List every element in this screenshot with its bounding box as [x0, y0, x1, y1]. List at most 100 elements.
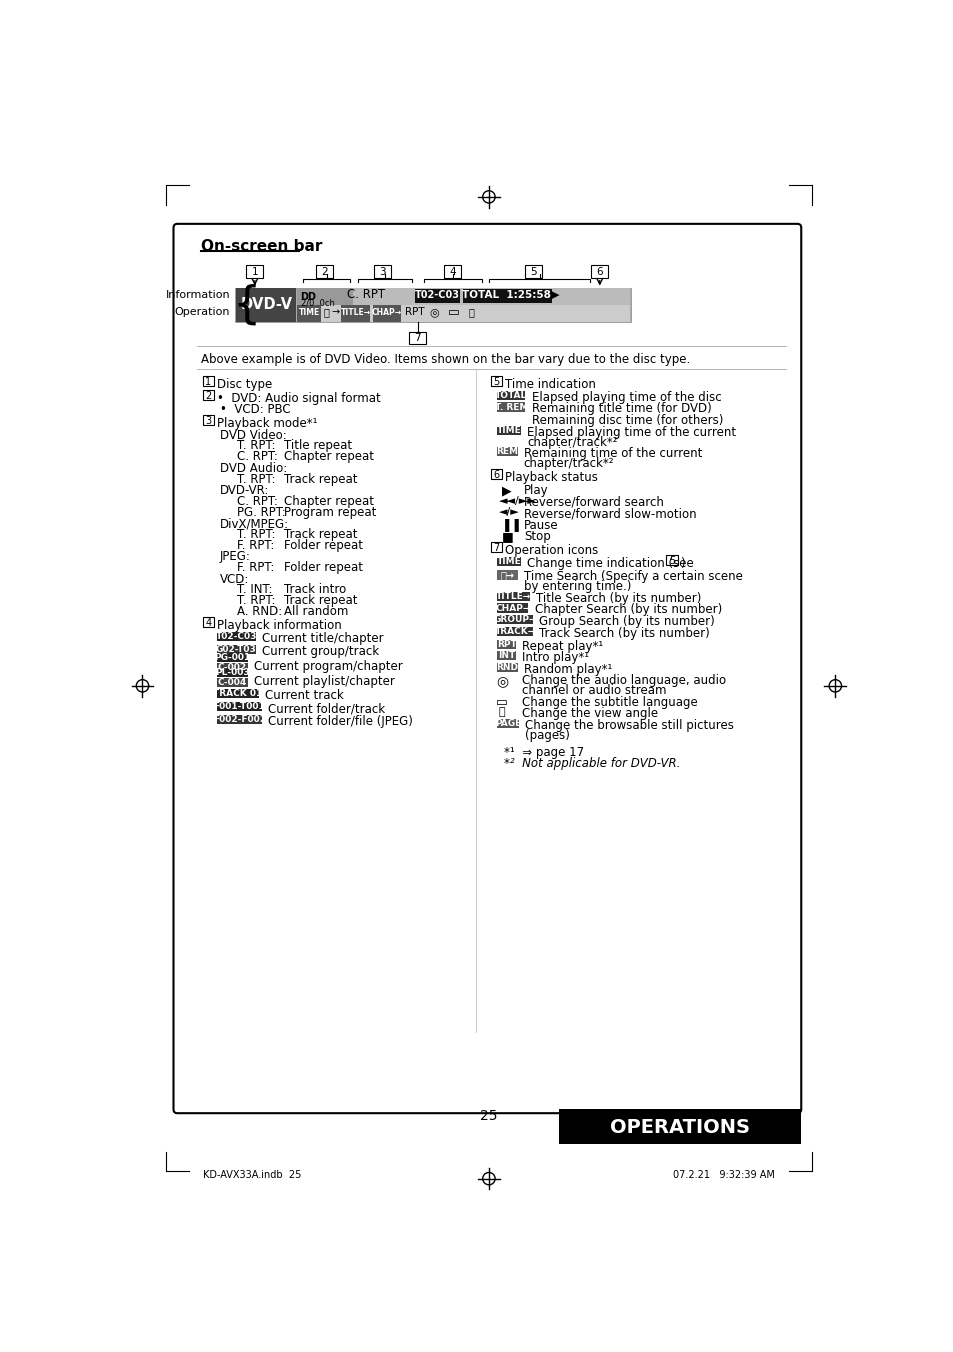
FancyBboxPatch shape: [202, 389, 214, 400]
Text: F. RPT:: F. RPT:: [236, 538, 274, 552]
Text: Change the browsable still pictures: Change the browsable still pictures: [525, 719, 734, 731]
Text: ▶: ▶: [501, 484, 511, 498]
Text: ): ): [679, 557, 684, 571]
Text: REM: REM: [496, 448, 518, 456]
Text: DVD Video:: DVD Video:: [220, 429, 287, 442]
Text: INT: INT: [497, 652, 515, 660]
Bar: [340, 304, 370, 322]
Bar: [497, 626, 533, 635]
FancyBboxPatch shape: [665, 556, 677, 565]
Text: ■: ■: [501, 530, 514, 544]
Text: Intro play*¹: Intro play*¹: [521, 652, 589, 664]
Text: PAGE: PAGE: [495, 719, 521, 729]
Text: Elapsed playing time of the current: Elapsed playing time of the current: [526, 426, 736, 438]
Text: PG-001: PG-001: [214, 653, 251, 662]
Text: Playback information: Playback information: [216, 619, 341, 631]
Bar: [216, 631, 255, 641]
Text: TRACK 01: TRACK 01: [213, 690, 262, 698]
Text: Title repeat: Title repeat: [284, 439, 352, 453]
Text: PL-003: PL-003: [214, 668, 250, 677]
Text: Playback mode*¹: Playback mode*¹: [216, 418, 317, 430]
Text: ▭: ▭: [448, 306, 459, 319]
Text: ◄/►: ◄/►: [498, 507, 519, 518]
Text: *¹  ⇒ page 17: *¹ ⇒ page 17: [503, 746, 583, 758]
Text: ⏱→: ⏱→: [500, 571, 514, 580]
Text: Time Search (Specify a certain scene: Time Search (Specify a certain scene: [523, 571, 741, 583]
FancyBboxPatch shape: [202, 415, 214, 425]
Text: Change the audio language, audio: Change the audio language, audio: [521, 675, 725, 687]
Text: CHAP→: CHAP→: [371, 308, 401, 316]
Bar: [497, 639, 516, 649]
Text: Group Search (by its number): Group Search (by its number): [538, 615, 715, 627]
Text: RPT: RPT: [405, 307, 425, 318]
Text: 5: 5: [493, 377, 499, 387]
Text: T. RPT:: T. RPT:: [236, 439, 275, 453]
Bar: [497, 403, 525, 412]
FancyBboxPatch shape: [491, 542, 502, 552]
FancyBboxPatch shape: [246, 265, 263, 277]
Bar: [497, 571, 517, 580]
Text: OPERATIONS: OPERATIONS: [610, 1118, 750, 1137]
Text: Current folder/track: Current folder/track: [268, 702, 385, 715]
Bar: [216, 662, 248, 672]
Bar: [497, 426, 520, 435]
Text: Elapsed playing time of the disc: Elapsed playing time of the disc: [531, 391, 720, 404]
Text: Reverse/forward slow-motion: Reverse/forward slow-motion: [523, 507, 696, 521]
Text: Current program/chapter: Current program/chapter: [253, 660, 402, 673]
Text: Current group/track: Current group/track: [261, 645, 378, 658]
Text: Above example is of DVD Video. Items shown on the bar vary due to the disc type.: Above example is of DVD Video. Items sho…: [200, 353, 689, 366]
Bar: [497, 662, 517, 672]
Text: 4: 4: [205, 618, 212, 627]
Text: TIME: TIME: [497, 557, 521, 566]
Text: ⛹: ⛹: [469, 307, 475, 318]
Text: *²  Not applicable for DVD-VR.: *² Not applicable for DVD-VR.: [503, 757, 679, 771]
Text: ❚❚: ❚❚: [501, 519, 522, 531]
FancyBboxPatch shape: [525, 265, 542, 277]
Text: ◎: ◎: [430, 307, 439, 318]
Bar: [497, 448, 517, 457]
Bar: [296, 304, 629, 322]
Text: channel or audio stream: channel or audio stream: [521, 684, 666, 698]
Text: Program repeat: Program repeat: [284, 506, 376, 519]
Text: Folder repeat: Folder repeat: [284, 538, 363, 552]
FancyBboxPatch shape: [202, 376, 214, 385]
Bar: [216, 653, 248, 662]
Text: T. REM: T. REM: [495, 403, 528, 411]
Bar: [297, 288, 353, 304]
Text: ▶: ▶: [551, 289, 559, 300]
Text: Reverse/forward search: Reverse/forward search: [523, 496, 663, 508]
Text: C. RPT: C. RPT: [346, 288, 384, 301]
Text: Current track: Current track: [265, 690, 343, 702]
Text: DVD Audio:: DVD Audio:: [220, 462, 287, 475]
FancyBboxPatch shape: [315, 265, 333, 277]
Text: 2: 2: [321, 266, 328, 277]
Bar: [497, 652, 516, 660]
FancyBboxPatch shape: [409, 331, 426, 343]
Bar: [216, 645, 255, 654]
Text: Track repeat: Track repeat: [284, 529, 357, 541]
Text: PG. RPT:: PG. RPT:: [236, 506, 286, 519]
Text: T. RPT:: T. RPT:: [236, 529, 275, 541]
Text: 25: 25: [479, 1109, 497, 1122]
Bar: [462, 288, 551, 303]
Text: T. RPT:: T. RPT:: [236, 595, 275, 607]
Text: GROUP→: GROUP→: [493, 615, 537, 625]
Text: F. RPT:: F. RPT:: [236, 561, 274, 575]
Text: CHAP→: CHAP→: [495, 603, 530, 612]
Text: Stop: Stop: [523, 530, 550, 544]
Text: Play: Play: [523, 484, 548, 498]
Text: C-004: C-004: [217, 679, 247, 687]
Bar: [497, 615, 533, 625]
Text: Operation: Operation: [174, 307, 230, 318]
Text: DivX/MPEG:: DivX/MPEG:: [220, 518, 289, 530]
Text: Change the view angle: Change the view angle: [521, 707, 658, 721]
Text: On-screen bar: On-screen bar: [200, 239, 322, 254]
Text: 4: 4: [449, 266, 456, 277]
Text: Change the subtitle language: Change the subtitle language: [521, 696, 698, 708]
Text: 5: 5: [668, 556, 674, 566]
Bar: [236, 288, 295, 322]
Text: VCD:: VCD:: [220, 573, 249, 585]
Text: chapter/track*²: chapter/track*²: [523, 457, 614, 470]
FancyBboxPatch shape: [374, 265, 391, 277]
Text: KD-AVX33A.indb  25: KD-AVX33A.indb 25: [203, 1169, 301, 1180]
